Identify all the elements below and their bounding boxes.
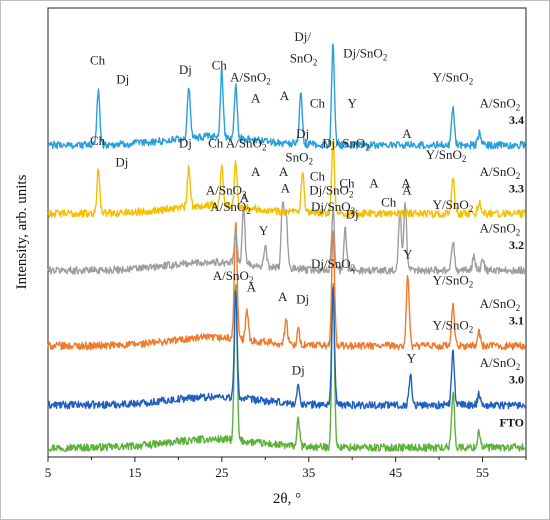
y-axis-label: Intensity, arb. units <box>14 174 30 289</box>
peak-annotation: A <box>251 164 261 179</box>
x-tick-label: 55 <box>476 465 489 480</box>
peak-annotation: Dj/SnO2 <box>343 46 387 63</box>
peak-annotation: Dj <box>179 135 192 150</box>
peak-annotation: Y <box>347 95 357 110</box>
peak-annotation: A <box>240 190 250 205</box>
peak-annotation: Dj <box>115 154 128 169</box>
x-tick-label: 25 <box>215 465 228 480</box>
series-line-3-0 <box>47 287 527 410</box>
series-layer <box>47 43 527 452</box>
series-label: 3.3 <box>509 181 524 195</box>
peak-annotation: Dj/SnO2 <box>311 256 355 273</box>
peak-annotation: Dj/SnO2 <box>309 183 353 200</box>
x-tick-label: 45 <box>389 465 402 480</box>
peak-annotation: Y <box>259 223 269 238</box>
peak-annotation: Dj <box>296 126 309 141</box>
peak-annotation: A/SnO2 <box>210 199 251 216</box>
series-line-3-2 <box>47 201 527 275</box>
peak-annotation: A/SnO2 <box>480 164 521 181</box>
peak-annotation: Y <box>403 246 413 261</box>
peak-annotation: Ch <box>90 53 106 68</box>
peak-annotation: A/SnO2 <box>480 95 521 112</box>
peak-annotation: A/SnO2 <box>206 183 247 200</box>
peak-annotation: Ch <box>381 195 397 210</box>
peak-annotation: Y/SnO2 <box>426 147 467 164</box>
peak-annotation: Y/SnO2 <box>433 272 474 289</box>
peak-annotation: Ch <box>339 176 355 191</box>
series-line-fto <box>47 283 527 452</box>
peak-annotation: A/SnO2 <box>480 355 521 372</box>
series-line-3-4 <box>47 43 527 150</box>
peak-annotation: A/SnO2 <box>213 268 254 285</box>
x-axis-label: 2θ, ° <box>273 491 301 507</box>
peak-annotation: Dj/SnO2 <box>311 199 355 216</box>
x-tick-label: 15 <box>128 465 141 480</box>
series-line-3-3 <box>47 140 527 219</box>
x-tick-label: 35 <box>302 465 315 480</box>
peak-annotation: A <box>402 183 412 198</box>
x-axis: 5 15 25 35 45 55 <box>45 457 527 480</box>
peak-annotation: A <box>247 280 257 295</box>
peak-annotation: A/SnO2 <box>226 135 267 152</box>
peak-annotation: A <box>369 176 379 191</box>
plot-frame <box>47 7 527 458</box>
peak-annotation: A <box>278 289 288 304</box>
peak-annotation: SnO2 <box>290 50 318 67</box>
peak-annotation: Dj/ SnO2 <box>322 135 369 152</box>
peak-annotation: A <box>401 176 411 191</box>
peak-annotation: Y/SnO2 <box>433 197 474 214</box>
peak-annotation: A <box>281 180 291 195</box>
peak-annotation: A/SnO2 <box>480 221 521 238</box>
peak-annotation: Y <box>407 350 417 365</box>
peak-annotation: Dj <box>346 206 359 221</box>
peak-annotation: Y/SnO2 <box>433 317 474 334</box>
peak-annotation: Ch <box>310 95 326 110</box>
x-tick-label: 5 <box>45 465 52 480</box>
peak-annotation: Y/SnO2 <box>433 69 474 86</box>
peak-annotation: A <box>279 164 289 179</box>
peak-annotation: SnO2 <box>285 150 313 167</box>
peak-annotation: Dj <box>179 62 192 77</box>
series-label: 3.1 <box>509 314 524 328</box>
peak-annotation: Dj <box>116 72 129 87</box>
peak-annotation: A/SnO2 <box>230 69 271 86</box>
peak-annotation: Dj/ <box>294 29 311 44</box>
annotation-layer: FTO3.0A/SnO2DjDj/SnO2YY/SnO2A/SnO23.1A/S… <box>90 29 524 429</box>
series-label: FTO <box>500 415 524 429</box>
peak-annotation: A <box>402 126 412 141</box>
peak-annotation: A/SnO2 <box>480 296 521 313</box>
series-line-3-1 <box>47 221 527 351</box>
peak-annotation: A <box>251 91 261 106</box>
peak-annotation: Dj <box>296 291 309 306</box>
series-label: 3.2 <box>509 238 524 252</box>
peak-annotation: Ch <box>208 135 224 150</box>
series-label: 3.4 <box>509 113 524 127</box>
peak-annotation: A <box>280 88 290 103</box>
peak-annotation: Ch <box>310 169 326 184</box>
peak-annotation: Ch <box>212 57 228 72</box>
series-label: 3.0 <box>509 373 524 387</box>
peak-annotation: Ch <box>90 133 106 148</box>
peak-annotation: Dj <box>292 362 305 377</box>
